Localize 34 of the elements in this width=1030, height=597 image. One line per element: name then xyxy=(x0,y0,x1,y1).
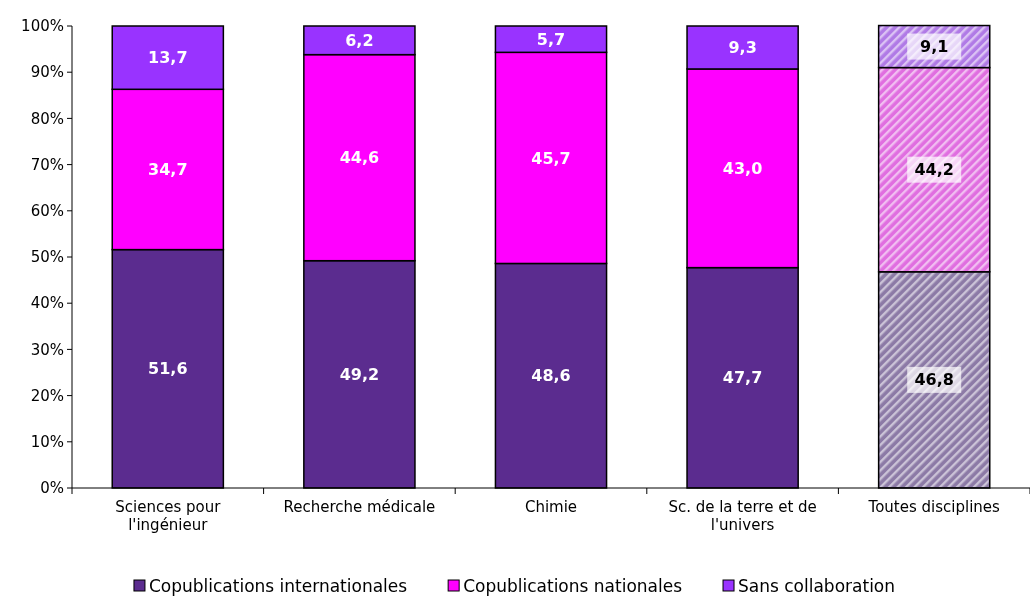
data-label: 13,7 xyxy=(148,48,188,68)
data-label: 34,7 xyxy=(148,160,188,180)
x-tick-label: Toutes disciplines xyxy=(867,498,1001,516)
data-label: 43,0 xyxy=(722,158,763,178)
data-label: 6,2 xyxy=(345,30,374,50)
legend-label: Sans collaboration xyxy=(738,575,896,596)
data-label: 44,6 xyxy=(339,148,380,168)
x-tick-label: Chimie xyxy=(524,498,578,516)
data-label: 9,1 xyxy=(920,37,949,57)
y-tick-label: 30% xyxy=(30,340,64,359)
data-label: 44,2 xyxy=(914,160,954,180)
y-tick-label: 50% xyxy=(30,248,64,267)
y-tick-label: 70% xyxy=(30,155,64,174)
y-tick-label: 60% xyxy=(30,202,64,221)
y-tick-label: 90% xyxy=(30,63,64,82)
data-label: 51,6 xyxy=(148,359,188,379)
data-label: 5,7 xyxy=(536,29,566,49)
data-label: 45,7 xyxy=(531,148,571,168)
y-tick-label: 20% xyxy=(30,386,64,405)
x-tick-label: Sc. de la terre et de l'univers xyxy=(668,498,817,534)
y-tick-label: 80% xyxy=(30,109,64,128)
x-tick-label: Recherche médicale xyxy=(283,498,436,516)
data-label: 47,7 xyxy=(722,368,763,388)
legend-label: Copublications internationales xyxy=(148,575,408,596)
data-label: 49,2 xyxy=(339,364,380,384)
data-label: 48,6 xyxy=(531,366,571,386)
data-label: 9,3 xyxy=(728,38,757,58)
y-tick-label: 100% xyxy=(21,17,64,36)
legend-label: Copublications nationales xyxy=(463,575,683,596)
y-tick-label: 40% xyxy=(30,294,64,313)
y-tick-label: 10% xyxy=(30,433,64,452)
y-tick-label: 0% xyxy=(40,479,64,498)
x-tick-label: Sciences pour l'ingénieur xyxy=(115,498,222,534)
data-label: 46,8 xyxy=(914,370,954,390)
